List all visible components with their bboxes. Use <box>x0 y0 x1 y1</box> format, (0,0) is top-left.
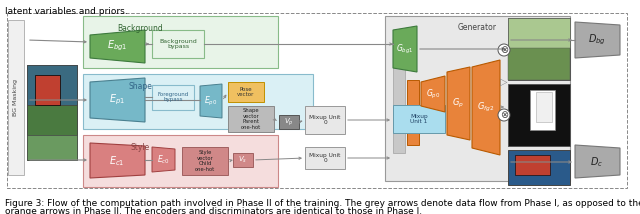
Bar <box>228 82 264 102</box>
Bar <box>305 106 345 134</box>
Text: Shape: Shape <box>128 82 152 91</box>
Text: Shape
vector
Parent
one-hot: Shape vector Parent one-hot <box>241 108 261 130</box>
Polygon shape <box>472 60 500 155</box>
Polygon shape <box>90 143 145 178</box>
Bar <box>27 65 77 160</box>
Polygon shape <box>447 67 470 140</box>
Bar <box>530 90 555 130</box>
Text: $E_{bg1}$: $E_{bg1}$ <box>107 39 127 53</box>
Bar <box>8 20 24 175</box>
Text: Mixup Unit
0: Mixup Unit 0 <box>309 115 340 125</box>
Text: $G_{p0}$: $G_{p0}$ <box>426 88 440 101</box>
Text: BG Masking: BG Masking <box>13 79 19 116</box>
Bar <box>393 105 445 133</box>
Polygon shape <box>421 76 445 112</box>
Text: $D_c$: $D_c$ <box>591 155 604 169</box>
Text: $E_{c1}$: $E_{c1}$ <box>109 154 125 168</box>
Text: Generator: Generator <box>458 23 497 32</box>
Text: $D_{bg}$: $D_{bg}$ <box>588 33 606 47</box>
Text: Mixup
Unit 1: Mixup Unit 1 <box>410 114 428 124</box>
Polygon shape <box>575 145 620 178</box>
Text: Foreground
bypass: Foreground bypass <box>157 92 189 103</box>
Bar <box>152 85 194 110</box>
Text: Style
vector
Child
one-hot: Style vector Child one-hot <box>195 150 215 172</box>
Bar <box>83 16 278 68</box>
Bar <box>35 75 60 105</box>
Text: $E_{p1}$: $E_{p1}$ <box>109 93 125 107</box>
Bar <box>27 105 77 135</box>
Text: Background: Background <box>117 24 163 33</box>
Text: ▷: ▷ <box>500 77 508 87</box>
Text: $E_{c0}$: $E_{c0}$ <box>157 154 170 166</box>
Text: latent variables and priors.: latent variables and priors. <box>5 7 127 16</box>
Bar <box>27 135 77 160</box>
Bar <box>305 147 345 169</box>
Bar <box>83 74 313 129</box>
Bar <box>182 147 228 175</box>
Bar <box>508 150 570 185</box>
Text: ⊗: ⊗ <box>500 45 508 55</box>
Text: ⊗: ⊗ <box>500 110 508 120</box>
Text: Style: Style <box>131 143 150 152</box>
Bar <box>393 35 405 153</box>
Bar <box>83 135 278 187</box>
Text: $E_{p0}$: $E_{p0}$ <box>204 94 218 108</box>
Text: Background
bypass: Background bypass <box>159 39 197 49</box>
Circle shape <box>498 109 510 121</box>
Bar <box>536 92 552 122</box>
Bar <box>228 106 274 132</box>
Bar <box>233 153 253 167</box>
Text: $G_p$: $G_p$ <box>452 97 464 110</box>
Bar <box>407 80 419 145</box>
Text: $V_p$: $V_p$ <box>284 116 294 128</box>
Bar <box>508 18 570 80</box>
Polygon shape <box>200 84 222 118</box>
Bar <box>279 115 299 129</box>
Polygon shape <box>575 22 620 58</box>
Bar <box>152 30 204 58</box>
Text: Figure 3: Flow of the computation path involved in Phase II of the training. The: Figure 3: Flow of the computation path i… <box>5 199 640 208</box>
Text: Pose
vector: Pose vector <box>237 87 255 97</box>
Bar <box>508 84 570 146</box>
Polygon shape <box>393 26 417 72</box>
Text: $G_{fg2}$: $G_{fg2}$ <box>477 100 495 114</box>
Text: Mixup Unit
0: Mixup Unit 0 <box>309 153 340 163</box>
Polygon shape <box>152 147 175 172</box>
Circle shape <box>498 44 510 56</box>
Bar <box>385 16 570 181</box>
Bar <box>508 48 570 80</box>
Bar <box>508 18 570 48</box>
Text: orange arrows in Phase II. The encoders and discriminators are identical to thos: orange arrows in Phase II. The encoders … <box>5 207 422 214</box>
Polygon shape <box>90 78 145 122</box>
Bar <box>515 155 550 175</box>
Text: $G_{bg1}$: $G_{bg1}$ <box>396 42 414 56</box>
Polygon shape <box>90 30 145 63</box>
Bar <box>7 13 627 188</box>
Text: $V_s$: $V_s$ <box>238 155 248 165</box>
Bar <box>27 65 77 105</box>
